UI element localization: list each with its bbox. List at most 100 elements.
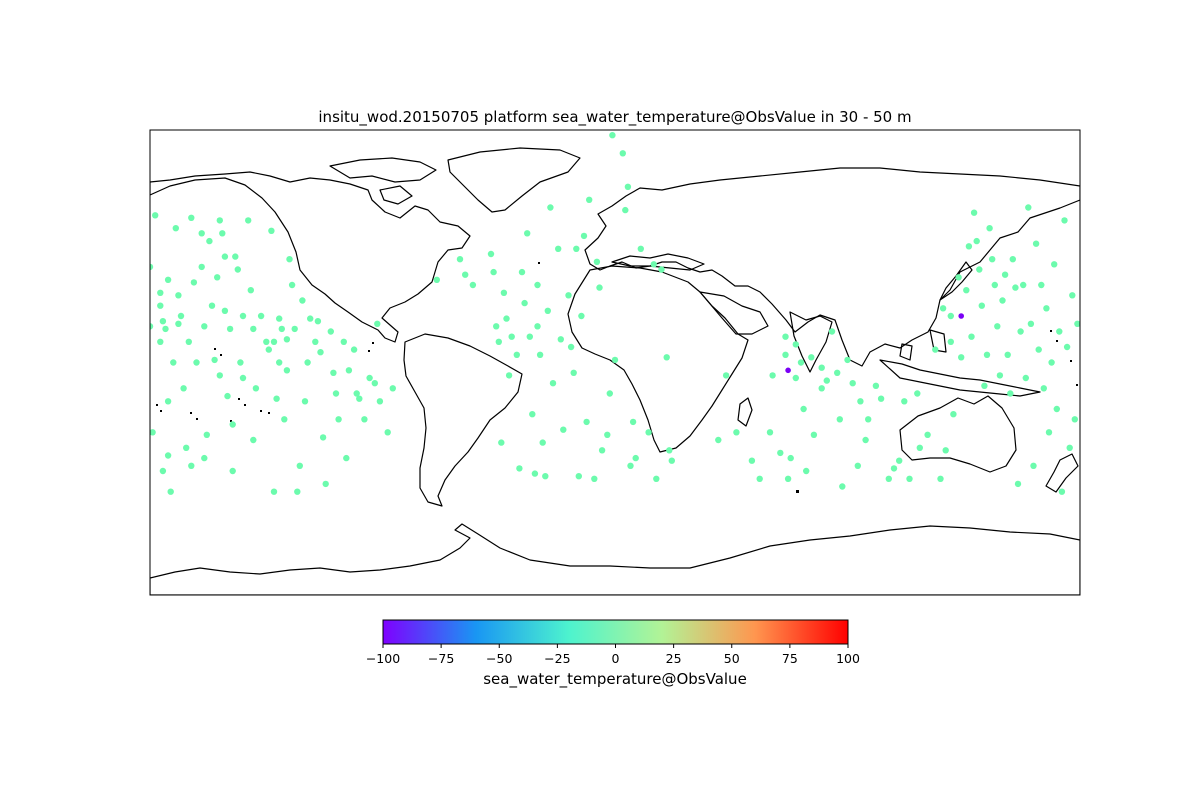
observation-point — [214, 274, 221, 281]
observation-point — [239, 312, 247, 320]
colorbar-tick-label: 50 — [724, 651, 740, 666]
observation-point-outlier — [785, 367, 791, 374]
observation-point — [932, 346, 939, 353]
observation-point — [384, 429, 391, 436]
observation-point — [777, 449, 784, 457]
observation-point — [1001, 271, 1009, 278]
observation-point — [1058, 488, 1066, 495]
observation-point — [549, 380, 557, 387]
coast-madagascar — [737, 397, 753, 427]
observation-point — [330, 369, 337, 376]
observation-point — [1030, 462, 1037, 469]
observation-point — [159, 318, 167, 325]
observation-point — [544, 307, 551, 314]
observation-point — [593, 258, 601, 265]
colorbar-label: sea_water_temperature@ObsValue — [483, 670, 747, 689]
observation-point — [276, 315, 283, 322]
observation-point — [1053, 405, 1061, 413]
observation-point — [836, 416, 843, 423]
observation-point — [152, 212, 159, 219]
observation-point — [508, 333, 515, 340]
observation-point — [782, 351, 789, 358]
observation-point — [276, 359, 283, 366]
observation-point — [294, 488, 301, 495]
observation-point — [650, 261, 657, 268]
observation-point — [857, 398, 864, 405]
observation-point — [797, 359, 805, 366]
observation-point — [1048, 359, 1055, 366]
coast-eurasia — [584, 167, 1080, 367]
observation-point — [503, 315, 510, 322]
observation-point — [219, 230, 226, 237]
colorbar-tick-label: −50 — [486, 651, 512, 666]
coast-south-america — [403, 333, 523, 507]
observation-point — [201, 323, 208, 330]
observation-point — [180, 385, 187, 392]
observation-point — [978, 302, 985, 309]
observation-point — [1061, 217, 1068, 224]
observation-point — [513, 351, 520, 358]
observation-point — [193, 359, 200, 366]
observation-point — [270, 338, 278, 345]
observation-point — [487, 250, 495, 258]
observation-point — [792, 374, 799, 382]
observation-point — [493, 323, 500, 330]
observation-point — [433, 276, 440, 283]
observation-point — [989, 256, 996, 263]
observation-point — [366, 374, 373, 382]
observation-point — [937, 475, 944, 482]
observation-point — [963, 287, 970, 294]
observation-point — [301, 398, 309, 405]
observation-point — [495, 338, 502, 345]
observation-point — [462, 271, 469, 278]
observation-point — [299, 297, 306, 304]
observation-point — [157, 289, 164, 296]
observation-point — [265, 346, 272, 353]
observation-point — [353, 390, 360, 397]
colorbar-tick-label: 100 — [836, 651, 860, 666]
observation-point — [524, 230, 531, 237]
observation-point — [1025, 204, 1032, 211]
coast-sea-islands — [879, 329, 1041, 397]
observation-point — [950, 411, 957, 418]
observation-point — [748, 457, 756, 464]
observation-point — [518, 268, 526, 276]
observation-point — [273, 395, 280, 402]
observation-point — [286, 256, 293, 263]
observation-point — [996, 372, 1004, 379]
observation-point — [177, 312, 185, 320]
observation-point — [914, 390, 921, 397]
observation-point — [947, 338, 954, 345]
observation-point — [1004, 351, 1011, 358]
observation-point — [203, 431, 210, 438]
observation-point — [1032, 240, 1040, 247]
observation-point — [539, 439, 546, 446]
observation-point — [896, 457, 903, 464]
observation-point — [622, 206, 629, 214]
observation-point — [542, 473, 549, 480]
observation-point — [849, 380, 856, 387]
observation-point — [645, 429, 652, 436]
observation-point — [1056, 328, 1063, 335]
colorbar-tick-label: −25 — [544, 651, 570, 666]
observation-point — [224, 392, 231, 400]
observation-point — [578, 312, 585, 320]
observation-point — [557, 336, 564, 343]
observation-point — [1071, 416, 1079, 423]
observation-point — [624, 183, 632, 190]
coast-africa — [567, 265, 749, 453]
observation-point — [229, 467, 236, 475]
observation-point — [252, 385, 260, 392]
observation-point — [270, 488, 278, 495]
observation-point — [1012, 284, 1019, 291]
observation-point — [586, 196, 593, 203]
observation-point — [332, 390, 340, 397]
observation-point — [632, 454, 639, 462]
colorbar-tick-label: 0 — [612, 651, 620, 666]
observation-point — [637, 245, 644, 252]
observation-point — [792, 341, 799, 348]
observation-point — [872, 382, 880, 389]
observation-point — [986, 225, 993, 232]
observation-point — [268, 227, 275, 234]
observation-point — [376, 398, 384, 405]
